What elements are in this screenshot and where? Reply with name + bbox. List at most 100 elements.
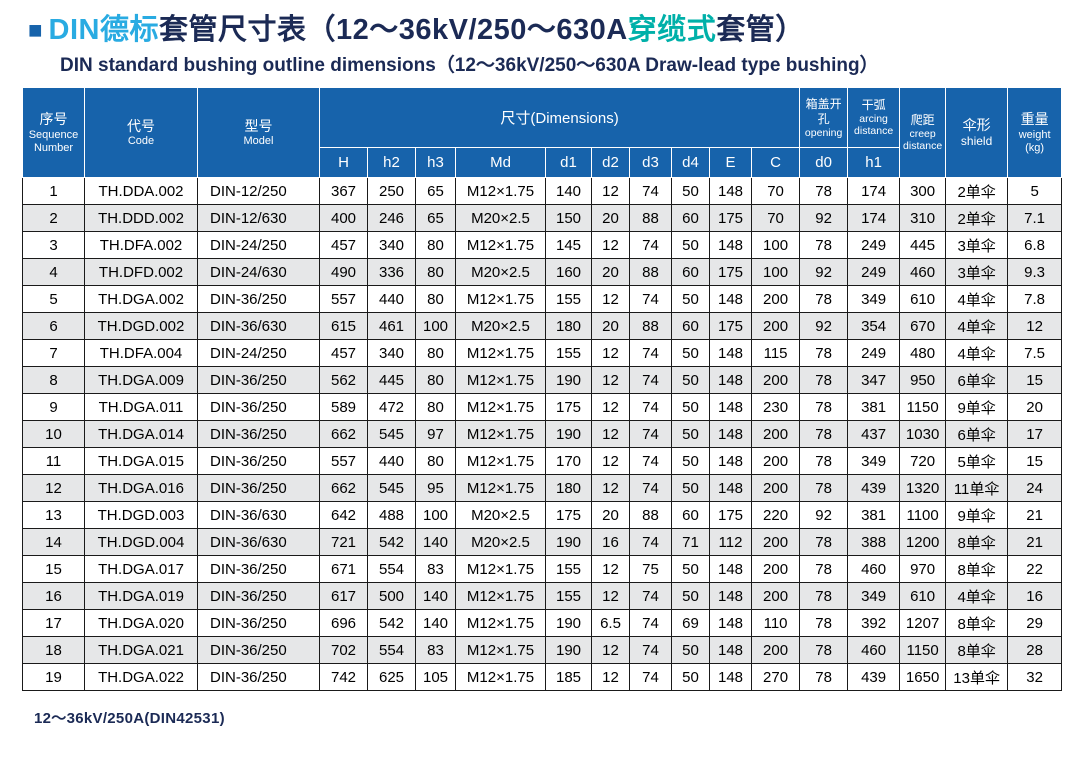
cell-C: 115 [750,339,801,368]
cell-creep: 460 [899,258,947,287]
cell-Md: M12×1.75 [455,177,546,206]
col-header-d0: d0 [799,147,849,179]
cell-code: TH.DGA.019 [84,582,198,611]
cell-h1: 439 [847,474,901,503]
cell-creep: 610 [899,285,947,314]
cell-weight: 7.8 [1007,285,1063,314]
cell-d4: 71 [671,528,710,557]
cell-weight: 24 [1007,474,1063,503]
cell-H: 589 [319,393,368,422]
cell-d2: 12 [591,366,630,395]
col-header-model-zh: 型号 [244,117,273,134]
cell-d0: 78 [799,420,849,449]
cell-C: 110 [750,609,801,638]
cell-d4: 69 [671,609,710,638]
cell-d1: 190 [545,609,592,638]
cell-model: DIN-24/250 [197,339,320,368]
cell-weight: 29 [1007,609,1063,638]
cell-d4: 50 [671,447,710,476]
cell-h3: 83 [415,555,456,584]
cell-H: 702 [319,636,368,665]
cell-seq: 1 [22,177,85,206]
cell-H: 615 [319,312,368,341]
cell-H: 742 [319,663,368,692]
cell-weight: 21 [1007,501,1063,530]
cell-weight: 20 [1007,393,1063,422]
cell-C: 200 [750,366,801,395]
cell-C: 200 [750,474,801,503]
table-row: 5 TH.DGA.002 DIN-36/250 557 440 80 M12×1.75 155… [22,285,1063,314]
cell-h1: 349 [847,447,901,476]
cell-Md: M12×1.75 [455,285,546,314]
cell-d0: 78 [799,366,849,395]
cell-weight: 9.3 [1007,258,1063,287]
cell-h1: 347 [847,366,901,395]
table-row: 8 TH.DGA.009 DIN-36/250 562 445 80 M12×1.75 190… [22,366,1063,395]
cell-seq: 18 [22,636,85,665]
cell-h3: 80 [415,285,456,314]
cell-E: 148 [709,177,752,206]
cell-h3: 105 [415,663,456,692]
cell-seq: 10 [22,420,85,449]
col-header-arcing: 干弧 arcing distance [847,87,901,149]
cell-d2: 12 [591,393,630,422]
cell-d2: 12 [591,582,630,611]
cell-d0: 92 [799,258,849,287]
cell-d3: 74 [629,285,672,314]
cell-seq: 2 [22,204,85,233]
table-body: 1 TH.DDA.002 DIN-12/250 367 250 65 M12×1.75 140… [22,177,1063,692]
cell-d1: 155 [545,555,592,584]
page: ■ DIN德标套管尺寸表（12～36kV/250～630A穿缆式套管） DIN … [22,14,1063,727]
cell-H: 400 [319,204,368,233]
cell-h3: 140 [415,582,456,611]
cell-shield: 9单伞 [945,393,1009,422]
table-row: 4 TH.DFD.002 DIN-24/630 490 336 80 M20×2.5 160 2… [22,258,1063,287]
cell-h2: 545 [367,474,416,503]
cell-d3: 74 [629,339,672,368]
cell-h1: 460 [847,636,901,665]
cell-model: DIN-36/250 [197,663,320,692]
table-row: 15 TH.DGA.017 DIN-36/250 671 554 83 M12×1.75 15… [22,555,1063,584]
cell-model: DIN-12/250 [197,177,320,206]
cell-C: 200 [750,636,801,665]
col-header-h3: h3 [415,147,456,179]
cell-E: 148 [709,447,752,476]
cell-H: 671 [319,555,368,584]
cell-h3: 65 [415,177,456,206]
cell-E: 148 [709,582,752,611]
cell-h2: 250 [367,177,416,206]
cell-d3: 74 [629,231,672,260]
cell-weight: 32 [1007,663,1063,692]
cell-code: TH.DGA.015 [84,447,198,476]
cell-seq: 6 [22,312,85,341]
cell-C: 100 [750,231,801,260]
cell-d3: 75 [629,555,672,584]
cell-E: 175 [709,258,752,287]
table-row: 11 TH.DGA.015 DIN-36/250 557 440 80 M12×1.75 17… [22,447,1063,476]
cell-model: DIN-36/630 [197,528,320,557]
cell-H: 367 [319,177,368,206]
cell-d2: 12 [591,636,630,665]
cell-h1: 174 [847,204,901,233]
col-header-code-en: Code [127,135,155,148]
cell-weight: 15 [1007,366,1063,395]
table-header: 序号 Sequence Number 代号 Code 型号 Model 尺寸(D… [22,87,1063,179]
cell-d4: 50 [671,177,710,206]
cell-creep: 445 [899,231,947,260]
cell-d0: 78 [799,609,849,638]
cell-d3: 88 [629,258,672,287]
cell-d4: 60 [671,312,710,341]
cell-seq: 13 [22,501,85,530]
cell-code: TH.DGD.002 [84,312,198,341]
cell-weight: 7.1 [1007,204,1063,233]
col-header-sequence: 序号 Sequence Number [22,87,85,179]
cell-d2: 20 [591,501,630,530]
col-header-h2: h2 [367,147,416,179]
cell-h2: 554 [367,555,416,584]
cell-d2: 12 [591,177,630,206]
cell-code: TH.DGD.004 [84,528,198,557]
cell-creep: 1207 [899,609,947,638]
table-row: 13 TH.DGD.003 DIN-36/630 642 488 100 M20×2.5 17… [22,501,1063,530]
cell-H: 457 [319,339,368,368]
cell-d4: 60 [671,258,710,287]
